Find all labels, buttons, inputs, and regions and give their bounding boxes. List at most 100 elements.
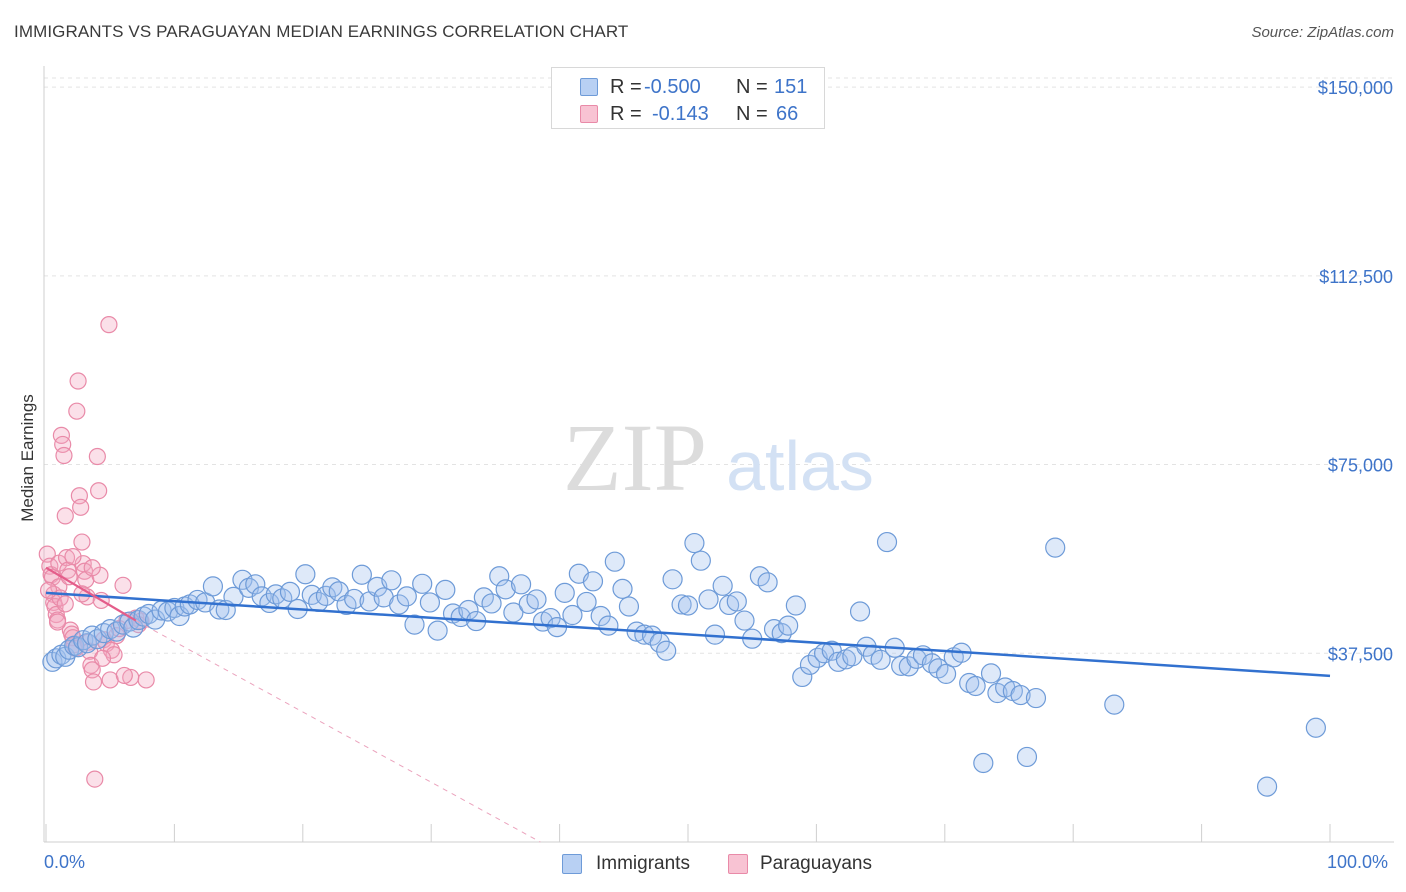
immigrants-point [295, 564, 316, 585]
paraguayans-point [56, 595, 74, 613]
immigrants-point [435, 579, 456, 600]
paraguayans-point [68, 402, 86, 420]
paraguayans-point [69, 372, 87, 390]
immigrants-point [481, 593, 502, 614]
immigrants-point [1016, 746, 1038, 768]
paraguayans-point [41, 557, 59, 575]
immigrants-point [785, 595, 806, 616]
immigrants-point [612, 578, 633, 599]
paraguayans-point [55, 446, 73, 465]
legend-n-value: 66 [776, 103, 799, 125]
legend-swatch-paraguayans [580, 105, 598, 123]
legend-n-label: N = [736, 76, 768, 98]
legend-n-label: N = [736, 103, 768, 125]
legend-n-value: 151 [774, 76, 808, 98]
y-tick-labels: $37,500 $75,000 $112,500 $150,000 [1318, 78, 1393, 664]
immigrants-point [870, 649, 891, 670]
watermark-atlas: atlas [726, 427, 874, 505]
immigrants-point [849, 601, 871, 622]
paraguayans-points [38, 316, 155, 788]
immigrants-point [404, 614, 425, 635]
immigrants-point [898, 656, 919, 677]
immigrants-point [1025, 687, 1047, 709]
immigrants-point [419, 592, 441, 613]
immigrants-point [662, 569, 683, 590]
immigrants-point [792, 666, 813, 688]
paraguayans-point [72, 498, 90, 516]
immigrants-point [734, 610, 755, 631]
legend-r-value: -0.143 [652, 103, 709, 125]
immigrants-point [656, 640, 677, 661]
immigrants-point [495, 579, 516, 600]
immigrants-point [245, 574, 266, 595]
immigrants-point [381, 570, 402, 591]
immigrants-point [973, 752, 994, 774]
legend-r-label: R = [610, 103, 642, 125]
immigrants-point [232, 569, 253, 590]
immigrants-point [965, 675, 986, 697]
paraguayans-point [84, 673, 103, 691]
immigrants-point [677, 595, 699, 616]
immigrants-point [684, 532, 705, 554]
immigrants-point [412, 573, 433, 594]
paraguayans-point [86, 770, 104, 788]
legend-swatch-immigrants [580, 78, 598, 96]
paraguayans-point [90, 482, 108, 500]
paraguayans-point [52, 426, 71, 444]
immigrants-point [598, 615, 619, 636]
series-swatch-paraguayans [728, 854, 748, 874]
immigrants-point [712, 575, 733, 596]
paraguayans-point [93, 649, 112, 667]
paraguayans-point [64, 548, 82, 566]
immigrants-point [389, 594, 410, 615]
immigrants-points [42, 531, 1326, 797]
immigrants-point [489, 566, 510, 587]
immigrants-point [576, 591, 597, 613]
immigrants-point [842, 646, 863, 667]
immigrants-point [1305, 717, 1326, 738]
immigrants-point [562, 604, 583, 626]
paraguayans-trend-extension [135, 620, 541, 843]
immigrants-point [1045, 537, 1066, 558]
immigrants-point [344, 588, 365, 610]
correlation-legend: R = -0.500 N = 151 R = -0.143 N = 66 [551, 67, 825, 129]
paraguayans-point [88, 447, 106, 466]
x-tick-label-max: 100.0% [1327, 852, 1389, 872]
immigrants-point [187, 589, 208, 611]
immigrants-point [351, 564, 372, 585]
immigrants-point [671, 594, 692, 615]
immigrants-point [1256, 776, 1278, 797]
watermark: ZIP atlas [563, 404, 874, 511]
y-tick-label: $112,500 [1319, 267, 1393, 287]
series-legend: Immigrants Paraguayans [562, 852, 892, 876]
paraguayans-point [114, 576, 132, 594]
immigrants-point [427, 620, 448, 641]
immigrants-point [799, 654, 821, 675]
immigrants-point [757, 572, 778, 593]
immigrants-point [554, 582, 575, 603]
gridlines [44, 77, 1394, 654]
y-tick-label: $75,000 [1328, 456, 1393, 476]
immigrants-point [169, 605, 190, 627]
paraguayans-trend-line [45, 566, 137, 622]
immigrants-point [1010, 684, 1031, 706]
paraguayans-point [115, 666, 133, 685]
series-label-paraguayans: Paraguayans [760, 853, 872, 874]
paraguayans-point [48, 613, 67, 631]
immigrants-point [133, 606, 154, 627]
immigrants-point [510, 574, 532, 595]
y-tick-label: $37,500 [1328, 644, 1393, 664]
immigrants-point [582, 571, 604, 592]
legend-r-label: R = [610, 76, 642, 98]
series-swatch-immigrants [562, 854, 582, 874]
immigrants-point [279, 581, 301, 602]
immigrants-point [604, 551, 625, 572]
immigrants-point [690, 550, 711, 571]
paraguayans-point [56, 507, 74, 525]
immigrants-point [526, 589, 547, 610]
immigrants-trend-line [45, 591, 1331, 678]
immigrants-point [935, 663, 957, 685]
chart-title: IMMIGRANTS VS PARAGUAYAN MEDIAN EARNINGS… [14, 22, 629, 41]
paraguayans-point [100, 316, 118, 334]
